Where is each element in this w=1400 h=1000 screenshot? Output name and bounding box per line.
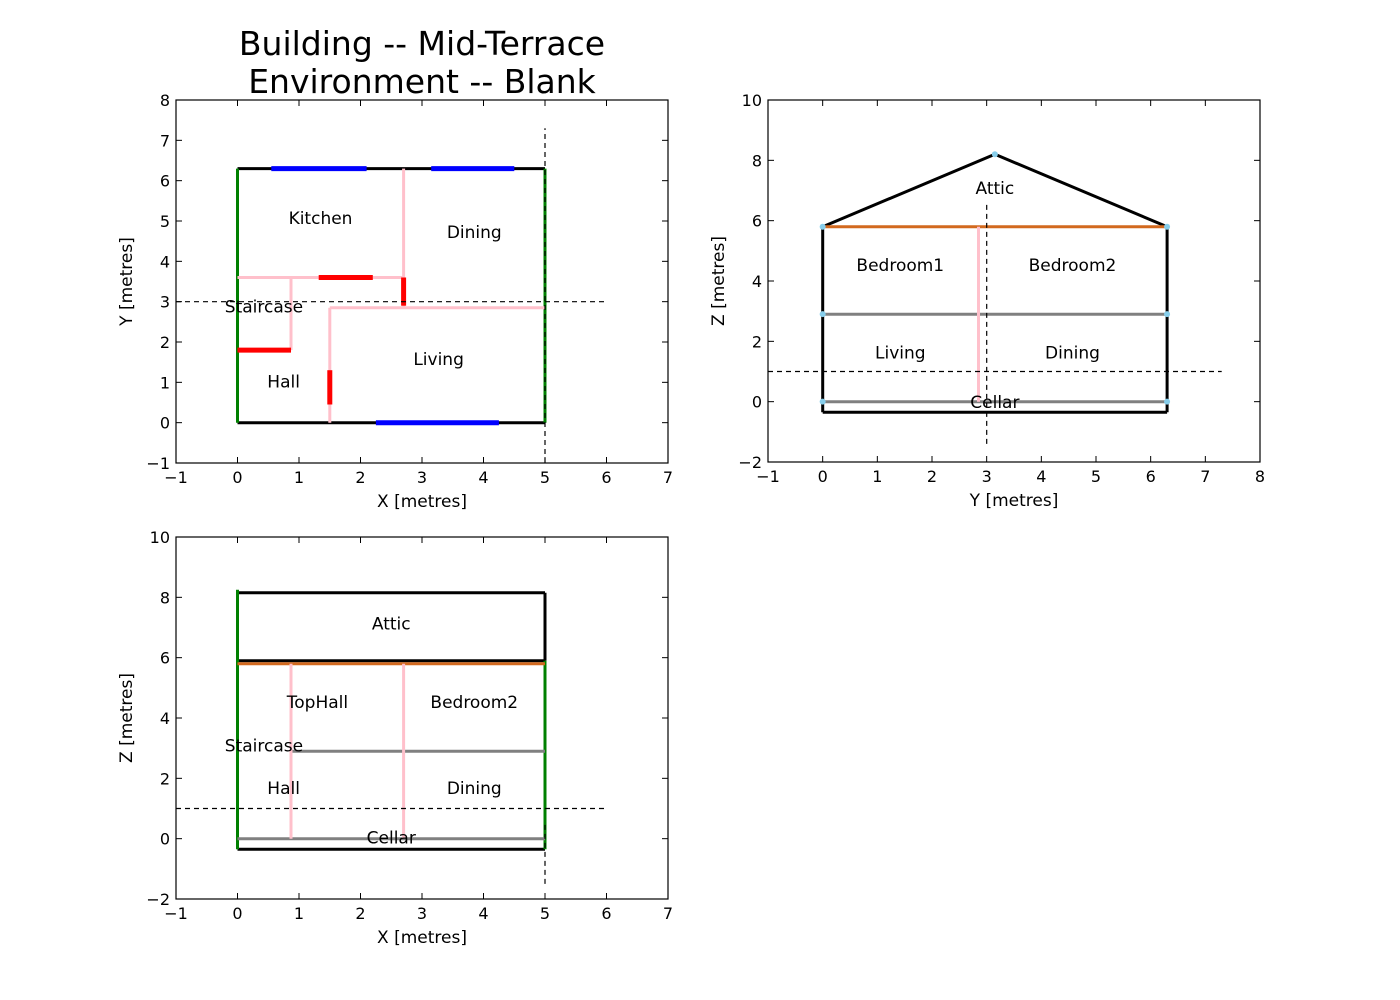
room-label: Dining [1045, 343, 1100, 363]
x-tick-label: 3 [982, 467, 992, 486]
x-tick-label: 7 [1200, 467, 1210, 486]
y-tick-label: 4 [160, 252, 170, 271]
room-label: Hall [267, 372, 300, 392]
x-tick-label: 1 [294, 468, 304, 487]
room-label: Kitchen [289, 209, 353, 229]
room-label: Staircase [225, 298, 303, 318]
y-axis-label: Z [metres] [117, 673, 137, 763]
x-axis-label: X [metres] [377, 928, 467, 948]
axes-frame [175, 99, 669, 464]
x-tick-label: 5 [540, 468, 550, 487]
x-tick-label: 7 [663, 468, 673, 487]
y-tick-label: −2 [146, 890, 170, 909]
y-tick-label: 2 [160, 333, 170, 352]
y-tick-label: 2 [752, 332, 762, 351]
room-label: Dining [447, 779, 502, 799]
y-tick-label: 3 [160, 293, 170, 312]
y-tick-label: 0 [160, 414, 170, 433]
y-tick-label: 10 [150, 528, 170, 547]
y-tick-label: −1 [146, 454, 170, 473]
y-tick-label: 8 [160, 588, 170, 607]
x-axis-label: Y [metres] [969, 491, 1059, 511]
xz-section-panel: Attic TopHall Bedroom2 Staircase Hall Dining C… [117, 528, 673, 948]
y-tick-label: 10 [742, 91, 762, 110]
room-label: Bedroom2 [430, 693, 518, 713]
room-label: Dining [447, 223, 502, 243]
room-label: Living [875, 343, 926, 363]
room-label: Staircase [225, 737, 303, 757]
x-tick-label: 6 [601, 468, 611, 487]
plot-area: Kitchen Dining Staircase Living Hall [176, 128, 607, 463]
vertex-marker [819, 311, 826, 318]
plan-view-panel: Kitchen Dining Staircase Living Hall −1 0 1 2 3 4 5… [117, 91, 673, 512]
vertex-marker [1164, 311, 1171, 318]
plot-area: Attic TopHall Bedroom2 Staircase Hall Dining C… [176, 589, 607, 884]
y-tick-label: 2 [160, 769, 170, 788]
x-tick-label: −1 [756, 467, 780, 486]
x-tick-label: 6 [1146, 467, 1156, 486]
y-tick-label: 7 [160, 131, 170, 150]
x-tick-label: 5 [1091, 467, 1101, 486]
x-tick-label: 2 [355, 468, 365, 487]
y-tick-label: 4 [160, 709, 170, 728]
figure-title-line-2: Environment -- Blank [248, 62, 596, 101]
room-label: Attic [975, 179, 1014, 199]
y-tick-label: −2 [738, 453, 762, 472]
room-label: Living [413, 350, 464, 370]
room-label: Hall [267, 779, 300, 799]
x-tick-label: −1 [164, 468, 188, 487]
x-tick-label: 0 [818, 467, 828, 486]
y-axis-label: Y [metres] [117, 237, 137, 327]
x-tick-label: −1 [164, 904, 188, 923]
room-label: TopHall [286, 693, 348, 713]
x-tick-label: 2 [927, 467, 937, 486]
vertex-marker [1164, 223, 1171, 230]
figure-title-line-1: Building -- Mid-Terrace [239, 24, 605, 63]
room-label: Bedroom1 [856, 256, 944, 276]
x-tick-label: 2 [355, 904, 365, 923]
x-tick-label: 1 [294, 904, 304, 923]
plot-area: Attic Bedroom1 Bedroom2 Living Dining Cellar [768, 151, 1222, 444]
room-label: Attic [372, 614, 411, 634]
x-tick-label: 8 [1255, 467, 1265, 486]
x-tick-label: 4 [478, 904, 488, 923]
x-tick-label: 1 [872, 467, 882, 486]
y-tick-label: 5 [160, 212, 170, 231]
y-tick-label: 6 [752, 212, 762, 231]
x-tick-label: 7 [663, 904, 673, 923]
room-label: Cellar [970, 393, 1019, 413]
y-tick-label: 1 [160, 373, 170, 392]
x-tick-label: 5 [540, 904, 550, 923]
vertex-marker [819, 398, 826, 405]
y-tick-label: 6 [160, 649, 170, 668]
room-label: Cellar [367, 829, 416, 849]
x-tick-label: 0 [232, 468, 242, 487]
x-tick-label: 3 [417, 904, 427, 923]
x-tick-label: 0 [232, 904, 242, 923]
y-tick-label: 0 [160, 830, 170, 849]
y-tick-label: 8 [752, 151, 762, 170]
vertex-marker [991, 151, 998, 158]
x-tick-label: 6 [601, 904, 611, 923]
y-tick-label: 8 [160, 91, 170, 110]
vertex-marker [1164, 398, 1171, 405]
room-label: Bedroom2 [1029, 256, 1117, 276]
y-tick-label: 0 [752, 393, 762, 412]
y-tick-label: 4 [752, 272, 762, 291]
yz-section-panel: Attic Bedroom1 Bedroom2 Living Dining Cellar −… [709, 91, 1265, 511]
x-tick-label: 4 [478, 468, 488, 487]
x-axis-label: X [metres] [377, 492, 467, 512]
vertex-marker [819, 223, 826, 230]
y-axis-label: Z [metres] [709, 236, 729, 326]
y-tick-label: 6 [160, 172, 170, 191]
x-tick-label: 4 [1036, 467, 1046, 486]
x-tick-label: 3 [417, 468, 427, 487]
